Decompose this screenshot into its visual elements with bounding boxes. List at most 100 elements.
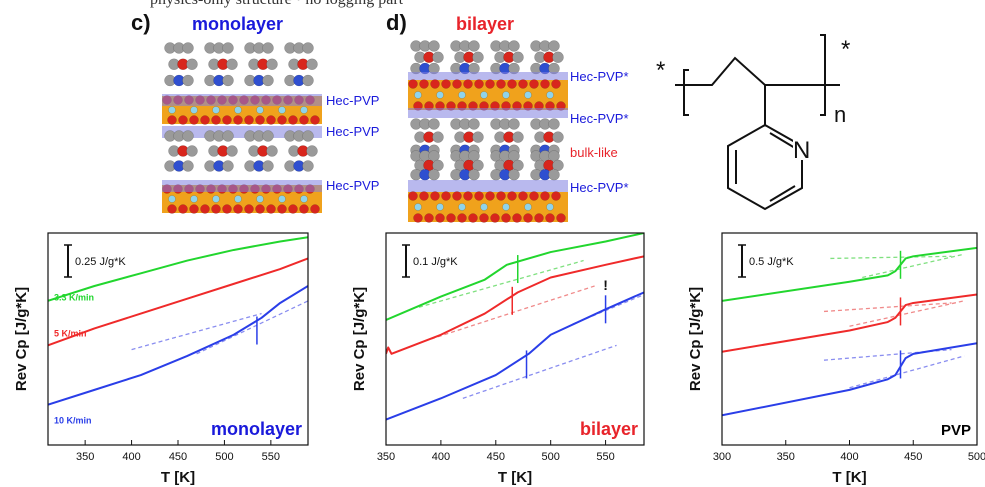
polymer-atom: [512, 159, 524, 172]
cation-atom: [212, 195, 220, 203]
chart-monolayer: 350 400 450 500 550 T [K] Rev Cp [J/g*K] 0.25 J…: [13, 232, 309, 486]
interface-band: [162, 180, 322, 192]
nitrogen-mask: [793, 136, 815, 160]
oxygen-atom: [255, 204, 265, 214]
x-tick-label: 400: [122, 451, 140, 463]
polymer-atom: [468, 40, 480, 52]
left-bracket: [683, 69, 689, 116]
x-tick-label: 550: [262, 451, 280, 463]
cation-atom: [300, 106, 308, 114]
series-line-1: [722, 293, 977, 353]
oxygen-atom: [178, 204, 188, 214]
polymer-atom: [508, 118, 520, 130]
oxygen-atom: [277, 115, 287, 125]
oxygen-atom: [266, 115, 276, 125]
polymer-atom: [432, 51, 444, 63]
x-tick-label: 350: [777, 451, 795, 463]
polymer-atom: [508, 150, 520, 162]
oxygen-atom: [424, 213, 434, 223]
oxygen-atom: [222, 115, 232, 125]
oxygen-atom: [189, 115, 199, 125]
polymer-atom: [552, 159, 564, 172]
polymer-atom: [222, 160, 234, 172]
x-tick-label: 450: [487, 451, 505, 463]
polymer-atom: [302, 74, 314, 87]
star-right: *: [841, 36, 850, 63]
polymer-atom: [182, 42, 194, 54]
oxygen-atom: [244, 115, 254, 125]
oxygen-atom: [200, 204, 210, 214]
x-axis-label: T [K]: [161, 469, 195, 486]
polymer-atom: [186, 58, 198, 70]
oxygen-atom: [200, 115, 210, 125]
series-line-0: [386, 233, 644, 321]
oxygen-atom: [255, 115, 265, 125]
panel-c-structure: c) monolayer Hec-PVP Hec-PVP Hec-PVP: [131, 10, 379, 214]
oxygen-atom: [299, 204, 309, 214]
oxygen-atom: [474, 79, 484, 89]
oxygen-atom: [430, 79, 440, 89]
oxygen-atom: [479, 213, 489, 223]
oxygen-atom: [551, 79, 561, 89]
polymer-atom: [552, 131, 564, 143]
oxygen-atom: [540, 191, 550, 201]
polymer-atom: [262, 160, 274, 172]
top-strip-text: physics-only structure • no logging part: [150, 0, 404, 8]
polymer-atom: [226, 58, 238, 70]
series-label: 5 K/min: [54, 329, 87, 339]
cation-atom: [168, 195, 176, 203]
polymer-atom: [428, 150, 440, 162]
interface-band: [408, 108, 568, 118]
polymer-atom: [262, 74, 274, 87]
oxygen-atom: [540, 79, 550, 89]
polymer-atom: [432, 131, 444, 143]
polymer-backbone: [675, 56, 840, 86]
oxygen-atom: [211, 115, 221, 125]
oxygen-atom: [310, 204, 320, 214]
y-axis-label: Rev Cp [J/g*K]: [351, 287, 368, 391]
series-line-1: [386, 255, 644, 355]
cation-atom: [502, 203, 510, 211]
plot-frame: [385, 232, 645, 446]
polymer-atom: [182, 160, 194, 172]
polymer-atom: [266, 58, 278, 70]
oxygen-atom: [496, 191, 506, 201]
polymer-atom: [306, 145, 318, 157]
polymer-atom: [548, 40, 560, 52]
pyridine-ring: [727, 123, 803, 211]
ring-double-bond-3: [769, 132, 796, 149]
repeat-subscript: n: [834, 102, 846, 127]
panel-label: bilayer: [580, 419, 638, 439]
oxygen-atom: [545, 213, 555, 223]
oxygen-atom: [408, 191, 418, 201]
oxygen-atom: [167, 204, 177, 214]
panel-d-letter: d): [386, 10, 407, 35]
oxygen-atom: [288, 115, 298, 125]
dashed-baseline-2: [823, 302, 952, 313]
x-tick-label: 500: [968, 451, 985, 463]
polymer-atom: [266, 145, 278, 157]
polymer-atom: [302, 130, 314, 142]
polymer-atom: [222, 74, 234, 87]
oxygen-atom: [507, 191, 517, 201]
polymer-atom: [508, 40, 520, 52]
oxygen-atom: [266, 204, 276, 214]
panel-d-label-2: Hec-PVP*: [570, 111, 629, 126]
panel-c-label-1: Hec-PVP: [326, 93, 379, 108]
ring-double-bond-2: [769, 185, 796, 202]
polymer-atom: [548, 169, 560, 181]
oxygen-atom: [490, 213, 500, 223]
y-axis-label: Rev Cp [J/g*K]: [687, 287, 704, 391]
polymer-atom: [468, 118, 480, 130]
oxygen-atom: [518, 191, 528, 201]
oxygen-atom: [211, 204, 221, 214]
polymer-atom: [468, 150, 480, 162]
x-tick-label: 300: [713, 451, 731, 463]
polymer-atom: [182, 74, 194, 87]
x-tick-label: 500: [542, 451, 560, 463]
cation-atom: [480, 91, 488, 99]
series-line-2: [48, 285, 308, 406]
polymer-atom: [262, 130, 274, 142]
x-tick-label: 450: [169, 451, 187, 463]
